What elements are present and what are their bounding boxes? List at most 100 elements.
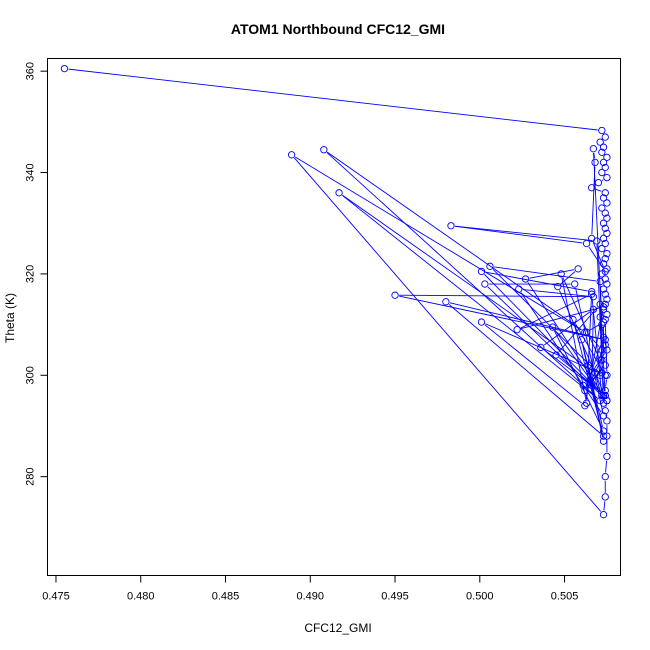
data-point	[447, 222, 455, 230]
series-segment	[294, 157, 602, 512]
data-point	[603, 452, 611, 461]
x-axis: 0.475 0.480 0.485 0.490 0.495 0.500 0.505	[42, 575, 579, 603]
data-point	[582, 328, 591, 336]
data-point	[601, 189, 609, 197]
data-point	[584, 361, 592, 369]
series-segment	[520, 295, 589, 329]
data-point	[603, 346, 611, 354]
data-point	[601, 473, 609, 481]
data-point	[599, 427, 608, 435]
data-point	[599, 234, 608, 243]
data-point	[598, 168, 606, 177]
y-axis-label: Theta (K)	[3, 293, 17, 343]
series-layer	[60, 64, 611, 519]
data-point	[603, 295, 611, 303]
data-point	[601, 255, 609, 263]
data-point	[596, 138, 604, 146]
data-point	[320, 146, 328, 154]
x-tick-label: 0.475	[42, 591, 70, 603]
data-point	[586, 379, 594, 387]
data-point	[601, 341, 609, 349]
plot-frame	[47, 58, 621, 576]
series-segment	[327, 151, 582, 331]
data-point	[598, 346, 606, 354]
x-tick-label: 0.495	[381, 591, 409, 603]
data-point	[598, 148, 606, 156]
data-point	[601, 224, 609, 232]
series-segment	[599, 285, 603, 321]
data-point	[599, 318, 608, 326]
data-point	[579, 381, 587, 390]
data-point	[599, 158, 608, 167]
y-axis: 280 300 320 340 360	[25, 62, 48, 486]
series-segment	[455, 225, 583, 244]
x-axis-label: CFC12_GMI	[304, 621, 371, 635]
data-point	[588, 290, 596, 298]
data-point	[477, 318, 486, 326]
series-segment	[585, 353, 605, 383]
series-segment	[595, 188, 602, 192]
series-segment	[592, 368, 603, 381]
series-segment	[560, 271, 576, 285]
series-segment	[492, 268, 598, 373]
data-point	[442, 298, 450, 306]
series-segment	[585, 341, 603, 387]
data-point	[581, 386, 589, 395]
data-point	[588, 234, 596, 243]
data-point	[601, 290, 609, 298]
series-segment	[522, 289, 590, 297]
data-point	[582, 239, 591, 248]
y-tick-label: 320	[25, 265, 37, 283]
data-point	[596, 277, 604, 286]
data-point	[601, 209, 609, 217]
data-point	[571, 280, 579, 288]
series-segment	[484, 274, 601, 393]
data-point	[601, 163, 609, 172]
data-point	[486, 262, 494, 270]
data-point	[574, 265, 582, 273]
data-point	[603, 432, 611, 440]
series-segment	[543, 311, 591, 346]
series-segment	[529, 269, 575, 279]
data-point	[603, 229, 611, 238]
data-point	[603, 173, 611, 182]
series-segment	[559, 290, 606, 397]
data-point	[391, 291, 399, 299]
data-point	[599, 351, 608, 359]
data-point	[599, 194, 608, 202]
data-point	[287, 151, 296, 159]
data-point	[599, 412, 608, 420]
series-segment	[603, 501, 606, 511]
data-point	[521, 275, 530, 283]
data-point	[588, 288, 596, 296]
x-tick-label: 0.500	[466, 591, 494, 603]
data-point	[603, 310, 611, 319]
series-segment	[588, 335, 600, 348]
data-point	[601, 267, 609, 276]
series-segment	[399, 294, 590, 298]
data-point	[598, 126, 606, 135]
data-point	[601, 391, 609, 400]
data-point	[581, 402, 589, 410]
data-point	[477, 267, 486, 276]
data-point	[537, 343, 545, 352]
data-point	[554, 282, 562, 291]
series-segment	[604, 323, 608, 372]
data-point	[599, 285, 608, 293]
series-segment	[326, 152, 598, 399]
series-segment	[294, 156, 582, 331]
series-segment	[558, 307, 598, 353]
data-point	[598, 244, 606, 253]
data-point	[591, 158, 599, 167]
series-segment	[484, 324, 582, 404]
data-point	[601, 361, 609, 369]
series-segment	[68, 68, 598, 131]
data-point	[603, 249, 611, 258]
data-point	[601, 386, 609, 395]
x-tick-label: 0.505	[551, 591, 579, 603]
series-segment	[448, 304, 601, 434]
data-point	[513, 326, 521, 334]
data-point	[549, 323, 557, 331]
data-point	[599, 305, 608, 314]
